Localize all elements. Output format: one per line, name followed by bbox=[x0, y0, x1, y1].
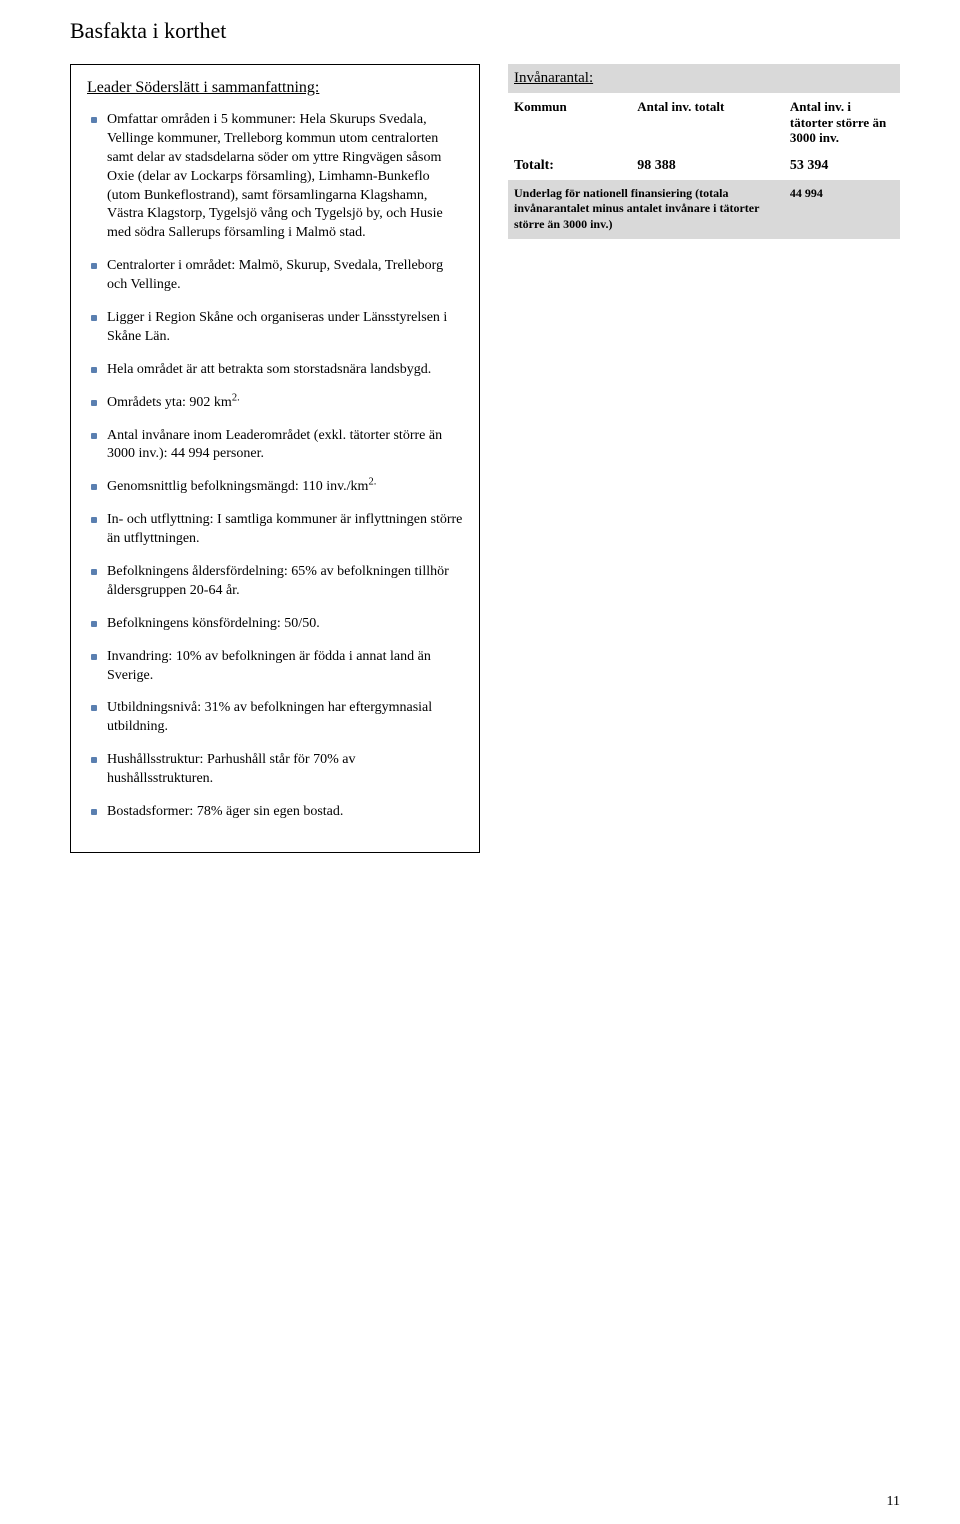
table-header-row: Kommun Antal inv. totalt Antal inv. i tä… bbox=[508, 93, 900, 152]
footnote-value: 44 994 bbox=[784, 180, 900, 239]
list-item: Områdets yta: 902 km2. bbox=[87, 394, 463, 413]
list-item: Hela området är att betrakta som storsta… bbox=[87, 361, 463, 380]
summary-list: Omfattar områden i 5 kommuner: Hela Skur… bbox=[87, 111, 463, 822]
two-column-layout: Leader Söderslätt i sammanfattning: Omfa… bbox=[70, 64, 900, 853]
table-total-row: Totalt: 98 388 53 394 bbox=[508, 152, 900, 180]
page-title: Basfakta i korthet bbox=[70, 18, 900, 44]
total-subvalue: 53 394 bbox=[784, 152, 900, 180]
list-item: Omfattar områden i 5 kommuner: Hela Skur… bbox=[87, 111, 463, 243]
col-header-tatorter: Antal inv. i tätorter större än 3000 inv… bbox=[784, 93, 900, 152]
list-item: Befolkningens könsfördelning: 50/50. bbox=[87, 615, 463, 634]
list-item: Bostadsformer: 78% äger sin egen bostad. bbox=[87, 803, 463, 822]
col-header-totalt: Antal inv. totalt bbox=[631, 93, 784, 152]
list-item: Utbildningsnivå: 31% av befolkningen har… bbox=[87, 699, 463, 737]
total-label: Totalt: bbox=[508, 152, 631, 180]
table-footnote-row: Underlag för nationell finansiering (tot… bbox=[508, 180, 900, 239]
table-title: Invånarantal: bbox=[508, 64, 900, 93]
list-item: Befolkningens åldersfördelning: 65% av b… bbox=[87, 563, 463, 601]
col-header-kommun: Kommun bbox=[508, 93, 631, 152]
page: Basfakta i korthet Leader Söderslätt i s… bbox=[0, 0, 960, 1524]
page-number: 11 bbox=[887, 1494, 900, 1510]
summary-box: Leader Söderslätt i sammanfattning: Omfa… bbox=[70, 64, 480, 853]
population-table-wrapper: Invånarantal: Kommun Antal inv. totalt A… bbox=[508, 64, 900, 239]
list-item: Invandring: 10% av befolkningen är födda… bbox=[87, 648, 463, 686]
list-item: Ligger i Region Skåne och organiseras un… bbox=[87, 309, 463, 347]
total-value: 98 388 bbox=[631, 152, 784, 180]
footnote-text: Underlag för nationell finansiering (tot… bbox=[508, 180, 784, 239]
list-item: Genomsnittlig befolkningsmängd: 110 inv.… bbox=[87, 478, 463, 497]
list-item: Centralorter i området: Malmö, Skurup, S… bbox=[87, 257, 463, 295]
list-item: Hushållsstruktur: Parhushåll står för 70… bbox=[87, 751, 463, 789]
list-item: In- och utflyttning: I samtliga kommuner… bbox=[87, 511, 463, 549]
summary-heading: Leader Söderslätt i sammanfattning: bbox=[87, 79, 463, 97]
table-title-row: Invånarantal: bbox=[508, 64, 900, 93]
population-table: Invånarantal: Kommun Antal inv. totalt A… bbox=[508, 64, 900, 239]
list-item: Antal invånare inom Leaderområdet (exkl.… bbox=[87, 427, 463, 465]
